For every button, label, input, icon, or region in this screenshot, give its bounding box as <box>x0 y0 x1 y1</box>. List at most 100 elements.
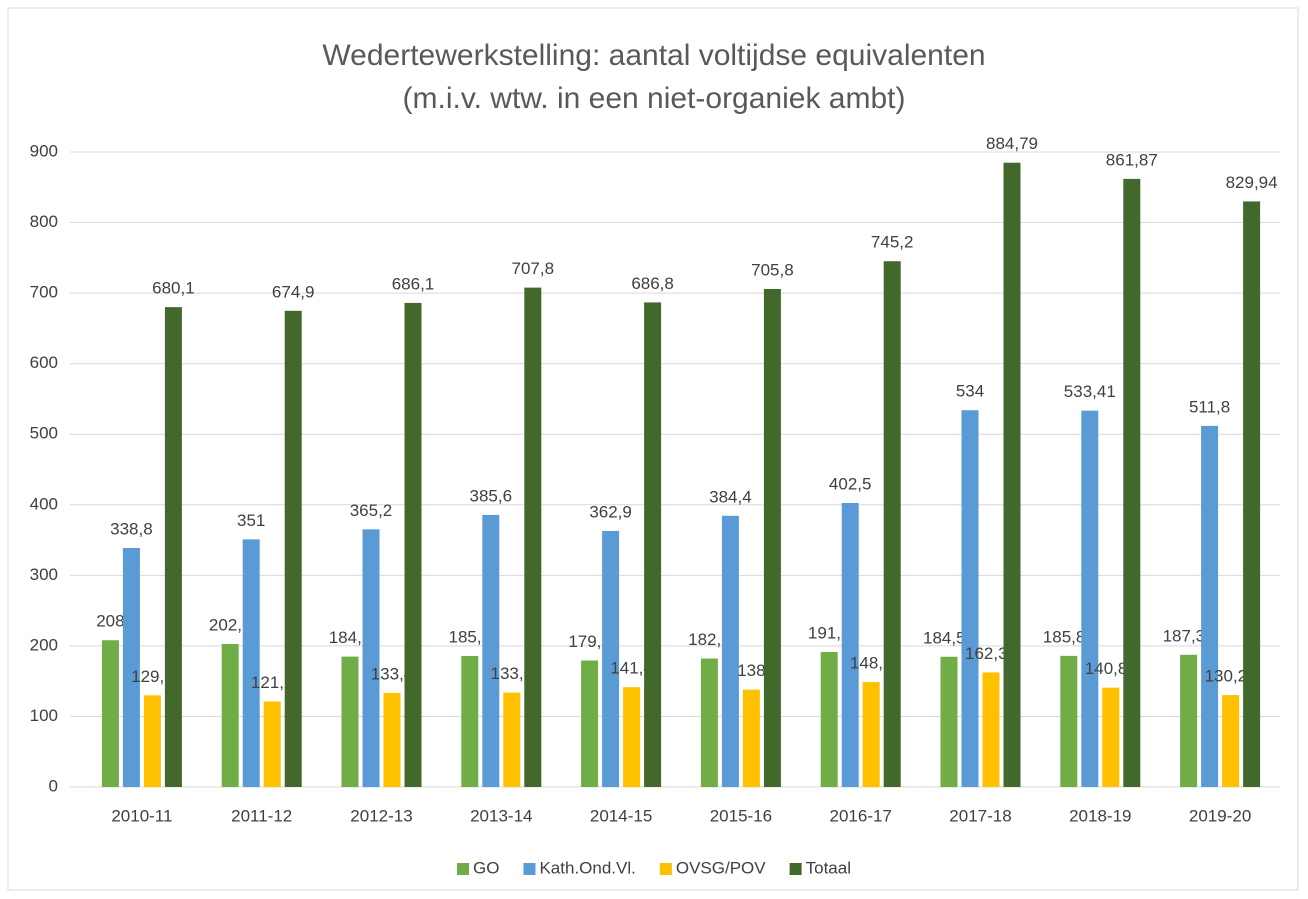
bar <box>1123 178 1141 787</box>
x-tick-label: 2010-11 <box>111 806 172 825</box>
x-tick-label: 2012-13 <box>350 806 412 825</box>
y-tick-label: 0 <box>49 776 58 795</box>
data-label: 511,8 <box>1189 397 1230 416</box>
data-label: 680,1 <box>152 279 195 298</box>
data-label: 884,79 <box>986 134 1038 153</box>
x-tick-label: 2013-14 <box>470 806 532 825</box>
bar <box>742 689 760 787</box>
y-tick-label: 300 <box>30 565 58 584</box>
bar <box>982 672 1000 787</box>
bar <box>404 302 422 787</box>
y-tick-label: 800 <box>30 212 58 231</box>
bar <box>961 410 979 787</box>
data-label: 533,41 <box>1064 382 1116 401</box>
bar <box>1222 695 1240 787</box>
bar <box>841 503 859 787</box>
data-label: 686,8 <box>631 274 674 293</box>
y-tick-label: 100 <box>30 706 58 725</box>
bar <box>644 302 662 787</box>
data-label: 402,5 <box>829 474 872 493</box>
bar <box>1180 654 1198 787</box>
bar <box>461 655 479 787</box>
data-label: 129,9 <box>131 667 174 686</box>
bar <box>700 658 718 787</box>
bar <box>221 643 239 787</box>
bar <box>263 701 281 787</box>
bar <box>623 687 641 787</box>
bar <box>503 692 521 787</box>
bar <box>1003 162 1021 787</box>
data-label: 141,4 <box>610 659 653 678</box>
data-label: 133,4 <box>371 664 414 683</box>
x-tick-label: 2018-19 <box>1069 806 1131 825</box>
bar <box>940 656 958 787</box>
y-tick-label: 700 <box>30 283 58 302</box>
bar <box>482 514 500 787</box>
y-tick-label: 600 <box>30 353 58 372</box>
data-label: 705,8 <box>751 261 794 280</box>
y-tick-label: 500 <box>30 424 58 443</box>
y-tick-label: 200 <box>30 635 58 654</box>
legend-swatch <box>789 863 802 875</box>
legend-swatch <box>659 863 672 875</box>
data-label: 534 <box>956 382 984 401</box>
legend-label: OVSG/POV <box>676 858 766 877</box>
data-label: 686,1 <box>392 274 435 293</box>
bar <box>362 529 380 787</box>
chart-title: Wedertewerkstelling: aantal voltijdse eq… <box>322 39 985 72</box>
data-label: 707,8 <box>512 259 555 278</box>
data-label: 384,4 <box>709 487 752 506</box>
data-label: 365,2 <box>350 501 393 520</box>
chart-subtitle: (m.i.v. wtw. in een niet-organiek ambt) <box>403 82 906 115</box>
x-tick-label: 2015-16 <box>710 806 772 825</box>
bar <box>581 660 599 787</box>
bar <box>101 640 119 787</box>
bar <box>143 695 161 787</box>
data-label: 362,9 <box>589 502 632 521</box>
legend-swatch <box>457 863 470 875</box>
legend-swatch <box>523 863 536 875</box>
legend-label: GO <box>473 858 499 877</box>
data-label: 121,2 <box>251 673 294 692</box>
x-tick-label: 2016-17 <box>830 806 892 825</box>
data-label: 829,94 <box>1226 173 1278 192</box>
data-label: 185,7 <box>449 627 492 646</box>
legend-label: Kath.Ond.Vl. <box>539 858 635 877</box>
bar <box>284 310 302 787</box>
data-label: 202,7 <box>209 615 252 634</box>
bar <box>883 261 901 788</box>
bar <box>164 307 182 787</box>
data-label: 674,9 <box>272 282 315 301</box>
x-tick-label: 2011-12 <box>231 806 292 825</box>
bar <box>602 530 620 787</box>
bar <box>1081 410 1099 787</box>
bar <box>763 289 781 787</box>
legend-label: Totaal <box>806 858 851 877</box>
data-label: 338,8 <box>110 519 153 538</box>
bar <box>1243 201 1261 788</box>
data-label: 861,87 <box>1106 150 1158 169</box>
x-tick-label: 2017-18 <box>949 806 1011 825</box>
bar <box>1102 687 1120 787</box>
bar <box>122 547 140 787</box>
data-label: 182,1 <box>688 630 731 649</box>
bar <box>862 682 880 787</box>
bar <box>1201 425 1219 787</box>
bar <box>341 656 359 787</box>
data-label: 745,2 <box>871 233 914 252</box>
data-label: 138 <box>737 661 765 680</box>
bar <box>1060 655 1078 787</box>
x-tick-label: 2014-15 <box>590 806 652 825</box>
data-label: 208 <box>96 612 124 631</box>
bar <box>524 287 542 787</box>
bar <box>383 692 401 787</box>
data-label: 351 <box>237 511 265 530</box>
y-tick-label: 900 <box>30 141 58 160</box>
bar <box>721 515 739 787</box>
x-tick-label: 2019-20 <box>1189 806 1251 825</box>
data-label: 184,8 <box>329 628 372 647</box>
data-label: 179,3 <box>568 632 611 651</box>
data-label: 133,8 <box>491 664 534 683</box>
bar <box>820 652 838 787</box>
